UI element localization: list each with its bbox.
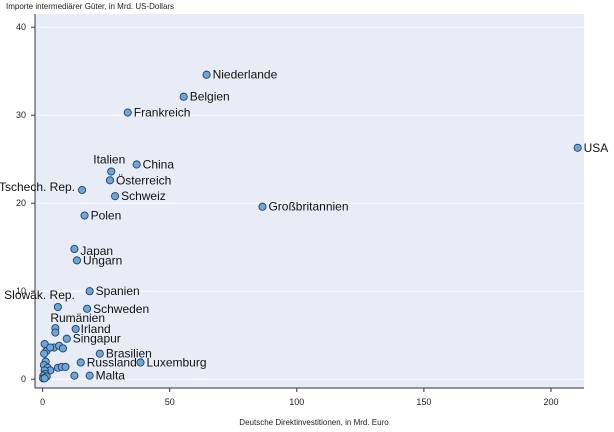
data-point: [53, 302, 62, 312]
point-label: Tschech. Rep.: [0, 180, 75, 194]
point-label: Brasilien: [106, 347, 152, 361]
data-point: [132, 160, 141, 169]
point-label: Polen: [91, 209, 122, 223]
data-point: [258, 202, 267, 211]
x-tick-label: 150: [416, 397, 431, 407]
point-label: Österreich: [116, 173, 171, 187]
data-point: [202, 70, 211, 79]
point-label: Italien: [93, 153, 125, 167]
data-point: [72, 256, 81, 265]
point-label: Rumänien: [50, 311, 105, 325]
data-point: [123, 108, 132, 117]
data-point: [70, 371, 79, 380]
x-tick-label: 200: [543, 397, 558, 407]
point-label: Japan: [80, 244, 113, 258]
data-point: [46, 343, 55, 352]
data-point: [77, 185, 87, 195]
point-label: Slowak. Rep.: [4, 288, 75, 302]
data-point: [40, 349, 49, 358]
data-point: [58, 344, 68, 353]
data-point: [76, 358, 85, 367]
x-tick-label: 50: [165, 397, 175, 407]
data-point: [83, 304, 92, 313]
point-label: Schweiz: [121, 189, 166, 203]
data-point: [51, 328, 60, 337]
data-point: [80, 211, 89, 220]
data-point: [136, 358, 145, 367]
point-label: Luxemburg: [146, 355, 206, 369]
data-point: [95, 349, 104, 358]
data-point: [61, 362, 70, 371]
x-tick-label: 0: [40, 397, 45, 407]
data-point: [85, 371, 94, 380]
x-tick-label: 100: [289, 397, 304, 407]
point-label: Russland: [87, 355, 137, 369]
point-label: Frankreich: [134, 106, 191, 120]
point-label: Singapur: [73, 332, 121, 346]
y-tick-label: 0: [21, 374, 26, 384]
point-label: Belgien: [190, 90, 230, 104]
data-point: [111, 192, 120, 201]
y-tick-label: 40: [16, 22, 26, 32]
point-label: Ungarn: [83, 253, 122, 267]
y-tick-label: 10: [16, 286, 26, 296]
data-point: [40, 374, 49, 383]
plot-area: [35, 14, 584, 388]
data-point: [70, 244, 79, 254]
point-label: USA: [584, 141, 609, 155]
x-axis-title: Deutsche Direktinvestitionen, in Mrd. Eu…: [239, 418, 389, 427]
data-point: [62, 334, 71, 343]
data-point: [179, 92, 188, 101]
point-label: Schweden: [93, 302, 149, 316]
y-axis-title: Importe intermediärer Güter, in Mrd. US-…: [6, 2, 174, 11]
data-points: [39, 70, 582, 383]
data-point: [85, 287, 94, 296]
point-label: Irland: [81, 322, 111, 336]
data-point: [105, 176, 115, 185]
point-labels: Niederlande Belgien Frankreich USA Italien Ch…: [0, 68, 608, 383]
data-point: [573, 143, 582, 152]
tick-labels: 0 10 20 30 40 0 50 100 150 200: [16, 22, 558, 407]
point-label: China: [143, 157, 175, 171]
point-label: Großbritannien: [268, 200, 348, 214]
point-label: Niederlande: [213, 68, 278, 82]
y-tick-label: 20: [16, 198, 26, 208]
point-label: Spanien: [96, 284, 140, 298]
data-point: [71, 324, 80, 334]
point-label: Malta: [96, 369, 126, 383]
axes: [31, 14, 584, 392]
y-tick-label: 30: [16, 110, 26, 120]
data-point: [107, 167, 116, 176]
